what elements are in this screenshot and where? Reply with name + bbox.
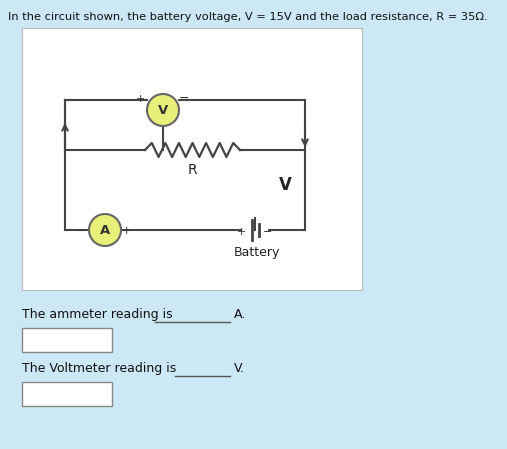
Text: The ammeter reading is: The ammeter reading is [22,308,172,321]
Bar [22,328,112,352]
Text: −: − [179,92,189,105]
Text: The Voltmeter reading is: The Voltmeter reading is [22,362,176,375]
Text: V.: V. [234,362,245,375]
Bar [22,382,112,406]
Circle shape [89,214,121,246]
Bar [22,28,362,290]
Text: R: R [188,163,197,177]
Text: −: − [263,227,273,237]
Text: −: − [77,226,87,236]
Text: A.: A. [234,308,246,321]
Text: +: + [121,226,131,236]
Text: Battery: Battery [234,246,280,259]
Text: V: V [158,105,168,118]
Text: +: + [236,227,246,237]
Text: V: V [278,176,292,194]
Text: +: + [135,94,144,104]
Text: In the circuit shown, the battery voltage, V = 15V and the load resistance, R = : In the circuit shown, the battery voltag… [8,12,488,22]
Circle shape [147,94,179,126]
Text: A: A [100,224,110,238]
